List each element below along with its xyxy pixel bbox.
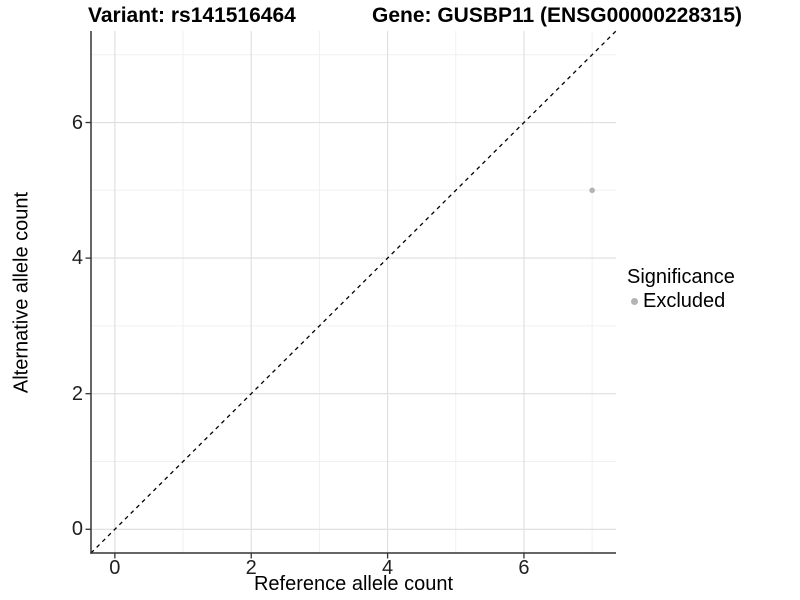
legend: Significance Excluded: [627, 265, 735, 312]
x-tick-label: 4: [382, 557, 394, 579]
x-axis-title: Reference allele count: [253, 573, 453, 595]
plot-title-gene: Gene: GUSBP11 (ENSG00000228315): [372, 4, 743, 27]
legend-title: Significance: [627, 266, 735, 288]
legend-entry: Excluded: [627, 290, 735, 312]
legend-entries: Excluded: [627, 290, 735, 312]
y-tick-label: 4: [71, 247, 83, 270]
identity-reference-line: [90, 30, 617, 554]
x-tick-label: 2: [245, 557, 257, 579]
y-tick-label: 6: [71, 111, 83, 134]
data-point: [589, 187, 595, 194]
legend-entry-label: Excluded: [643, 290, 726, 312]
x-tick-label: 6: [518, 557, 530, 579]
x-tick-label: 0: [109, 557, 121, 579]
y-tick-label: 0: [71, 518, 83, 541]
plot-title-variant: Variant: rs141516464: [88, 4, 296, 27]
y-tick-label: 2: [71, 382, 83, 405]
legend-key-dot: [631, 297, 638, 305]
y-axis-title: Alternative allele count: [10, 191, 33, 394]
